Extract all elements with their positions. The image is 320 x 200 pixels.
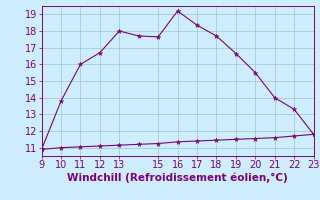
X-axis label: Windchill (Refroidissement éolien,°C): Windchill (Refroidissement éolien,°C) — [67, 173, 288, 183]
